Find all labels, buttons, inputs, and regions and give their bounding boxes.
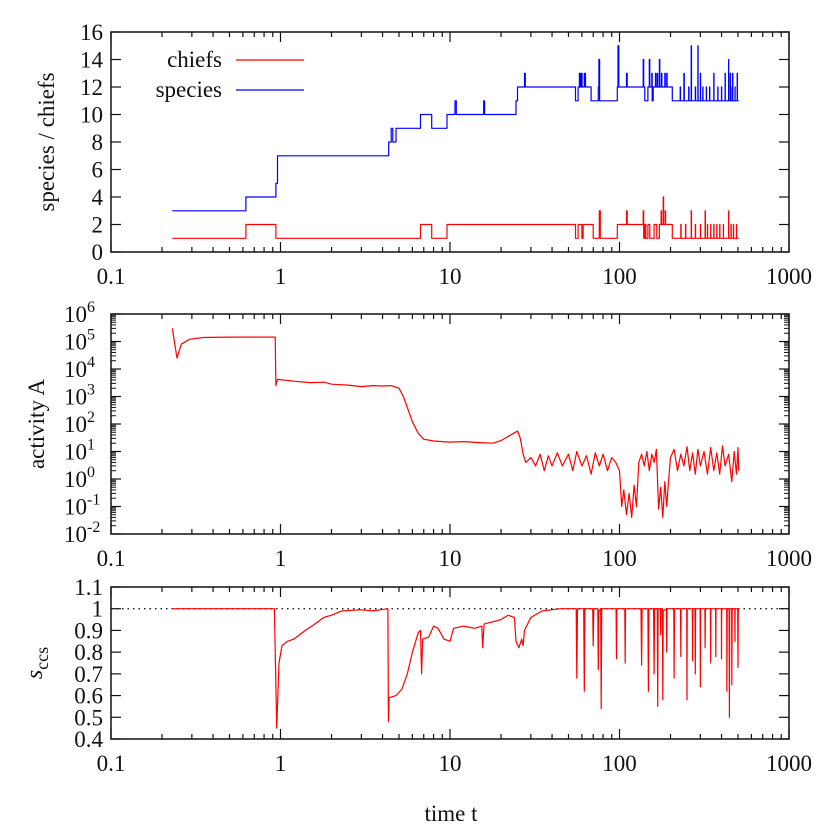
y-axis-label-sub: ccs [32,647,52,670]
y-tick-label: 10 [64,412,87,437]
x-tick-label: 100 [602,546,637,571]
y-tick-exponent: 2 [87,409,95,426]
y-tick-exponent: -2 [87,519,100,536]
y-tick-label: 10 [64,440,87,465]
x-tick-label: 0.1 [97,546,126,571]
y-tick-label: 14 [80,48,104,73]
y-axis-label: sccs [22,647,52,679]
y-tick-label: 1.1 [74,575,103,600]
x-tick-label: 100 [602,751,637,776]
series-line-series-0 [171,328,740,518]
x-tick-label: 10 [439,264,462,289]
y-tick-exponent: 6 [87,299,95,316]
x-tick-label: 100 [602,264,637,289]
y-tick-label: 0.7 [74,662,103,687]
y-tick-label: 10 [64,522,87,547]
y-axis-label-main: s [22,670,48,679]
x-tick-label: 10 [439,751,462,776]
x-tick-label: 0.1 [97,751,126,776]
y-tick-exponent: 5 [87,327,95,344]
y-tick-label: 0.9 [74,618,103,643]
x-tick-label: 1000 [766,546,812,571]
y-tick-exponent: -1 [87,492,100,509]
legend: chiefs species [156,47,304,102]
y-axis-label: species / chiefs [34,72,59,211]
y-tick-label: 2 [92,213,104,238]
y-tick-label: 10 [64,495,87,520]
x-tick-label: 1000 [766,264,812,289]
x-axis-label: time t [424,801,478,826]
y-tick-label: 10 [80,103,103,128]
y-tick-label: 1 [92,597,104,622]
x-tick-label: 1000 [766,751,812,776]
y-tick-label: 12 [80,75,103,100]
y-tick-exponent: 4 [87,354,95,371]
x-tick-label: 1 [275,751,287,776]
series-line-series-0 [172,608,739,729]
y-tick-label: 0 [92,240,104,265]
x-tick-label: 10 [439,546,462,571]
legend-label-species: species [156,77,222,102]
legend-label-chiefs: chiefs [167,47,222,72]
y-tick-label: 10 [64,330,87,355]
y-tick-label: 10 [64,385,87,410]
y-tick-label: 10 [64,302,87,327]
x-tick-label: 1 [275,546,287,571]
y-tick-label: 0.6 [74,684,103,709]
y-tick-exponent: 3 [87,382,95,399]
x-tick-label: 1 [275,264,287,289]
y-tick-label: 16 [80,20,103,45]
y-tick-label: 0.8 [74,640,103,665]
x-tick-label: 0.1 [97,264,126,289]
y-tick-label: 8 [92,130,104,155]
y-tick-label: 6 [92,158,104,183]
series-line-species [172,45,739,212]
y-tick-label: 0.4 [74,727,103,752]
plot-frame [110,313,790,535]
y-tick-label: 10 [64,467,87,492]
y-tick-exponent: 1 [87,437,95,454]
y-tick-label: 4 [92,185,104,210]
y-axis-label: activity A [24,379,49,469]
y-tick-label: 10 [64,357,87,382]
y-tick-exponent: 0 [87,464,95,481]
series-line-chiefs [172,196,739,239]
y-tick-label: 0.5 [74,705,103,730]
